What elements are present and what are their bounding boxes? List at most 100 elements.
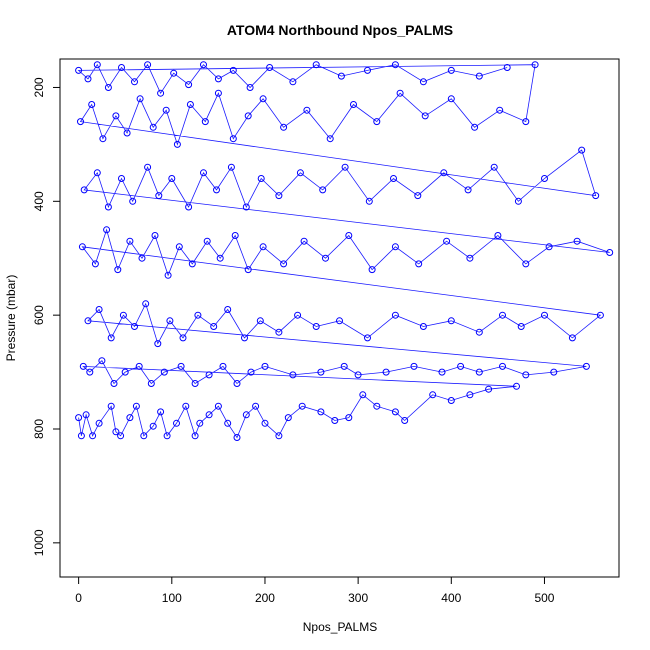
data-point [475,368,483,376]
data-point [104,84,112,91]
data-point [300,237,308,245]
data-point [466,254,474,262]
data-point [350,101,357,108]
data-point [499,311,506,319]
data-point [194,311,202,319]
data-point [443,237,451,245]
data-point [107,402,115,410]
data-point [419,78,427,86]
data-point [578,146,586,154]
data-point [391,408,399,416]
data-point [224,419,232,427]
data-point [149,123,157,131]
data-point [252,402,260,410]
data-point [475,72,483,80]
data-point [82,411,90,419]
data-point [166,317,174,325]
data-point [280,123,288,131]
data-point [185,203,193,211]
data-point [117,432,125,440]
data-point [447,397,455,404]
data-point [144,163,152,171]
data-point [429,391,437,399]
data-point [606,249,614,256]
data-point [119,311,127,319]
data-point [88,101,96,108]
data-point [129,197,137,205]
data-point [107,334,115,342]
data-point [210,323,218,330]
y-axis-label: Pressure (mbar) [4,275,18,362]
data-point [95,419,103,427]
data-point [368,266,376,274]
data-point [494,232,502,239]
data-point [275,192,283,200]
data-point [242,411,250,419]
data-point [447,95,455,103]
data-point [401,417,409,424]
data-point [457,362,465,370]
data-point [203,237,211,245]
data-point [317,368,325,376]
x-tick-label: 200 [255,591,275,605]
data-point [364,334,371,342]
data-point [440,169,448,177]
data-point [173,419,180,427]
data-point [213,186,220,194]
data-point [513,382,520,390]
data-point [229,135,237,143]
data-point [275,432,283,440]
data-point [144,61,152,69]
data-point [191,380,199,387]
data-point [179,334,187,342]
data-point [373,118,381,126]
x-tick-label: 100 [162,591,182,605]
data-point [164,271,172,279]
data-point [244,266,252,274]
data-point [341,163,349,171]
data-point [126,414,134,422]
data-point [224,306,232,313]
data-point [541,311,548,319]
data-point [275,328,283,336]
data-point [157,89,165,97]
x-tick-label: 0 [75,591,82,605]
data-point [104,203,112,211]
data-point [138,254,146,262]
data-point [246,84,254,91]
data-point [241,334,248,342]
data-point [296,169,304,177]
data-point [289,78,297,86]
y-tick-label: 600 [32,305,46,325]
data-point [136,95,144,103]
data-point [244,112,252,120]
data-point [485,385,493,393]
data-point [550,368,558,376]
data-point [177,362,185,370]
data-point [522,371,530,379]
data-point [170,69,178,77]
data-point [182,402,190,410]
data-point [391,243,399,251]
data-point [93,169,101,177]
data-point [496,106,504,114]
data-point [91,260,99,268]
data-point [149,422,157,430]
data-point [191,432,199,440]
data-point [345,232,353,239]
data-point [391,61,399,69]
x-axis-label: Npos_PALMS [303,620,377,634]
data-point [466,391,474,399]
data-point [596,311,604,319]
data-point [126,237,134,245]
data-point [205,371,213,379]
data-point [364,66,371,74]
data-point [118,175,125,182]
data-point [294,311,302,319]
data-point [471,123,479,131]
chart-title: ATOM4 Northbound Npos_PALMS [227,22,453,38]
data-point [231,232,239,239]
data-point [331,417,339,424]
data-point [336,317,343,325]
data-point [110,380,118,387]
